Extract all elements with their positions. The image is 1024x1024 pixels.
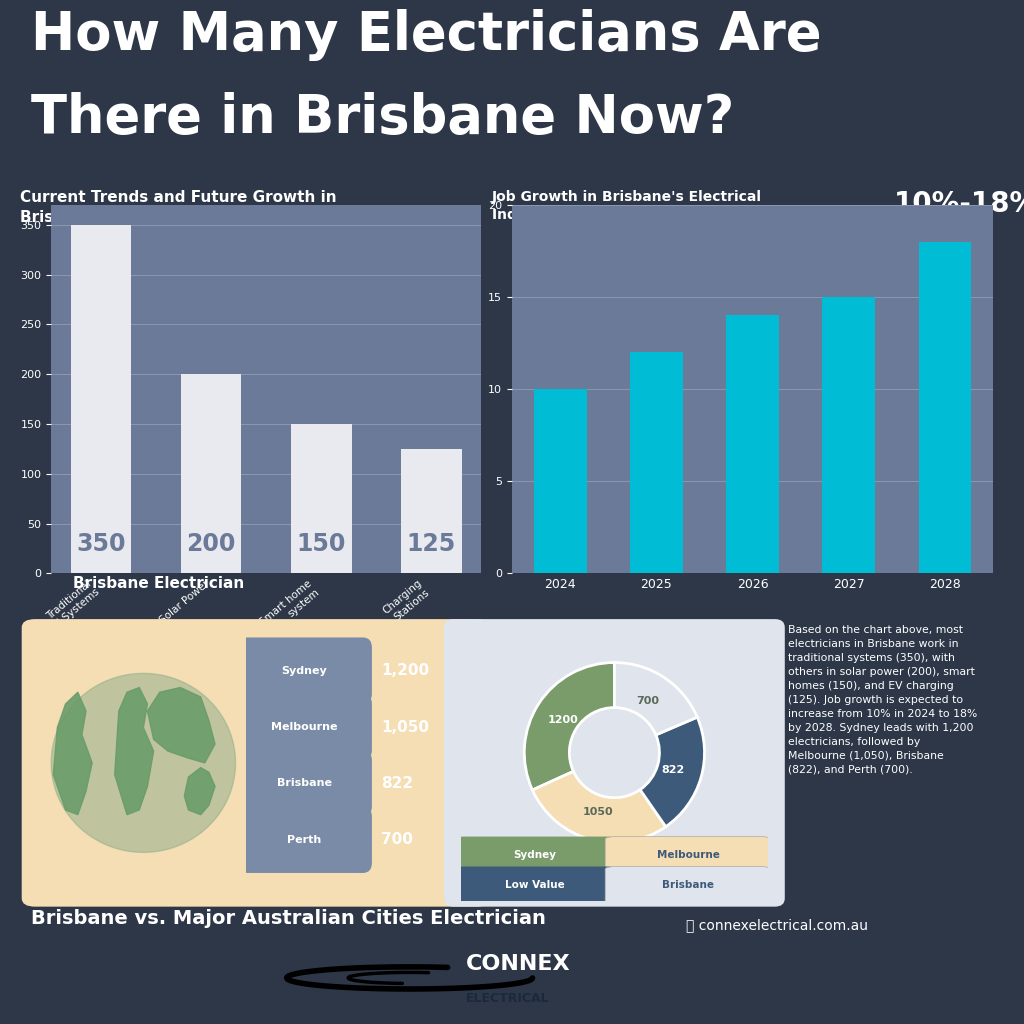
- Polygon shape: [147, 687, 215, 763]
- Text: Perth: Perth: [287, 835, 322, 845]
- Text: Brisbane Electrician: Brisbane Electrician: [73, 577, 244, 591]
- Text: ⌖ connexelectrical.com.au: ⌖ connexelectrical.com.au: [686, 919, 868, 933]
- Text: Sydney: Sydney: [282, 666, 328, 676]
- FancyBboxPatch shape: [237, 750, 372, 817]
- Bar: [534, 389, 587, 573]
- Text: 125: 125: [407, 531, 456, 555]
- Wedge shape: [532, 771, 666, 843]
- FancyBboxPatch shape: [452, 837, 617, 873]
- FancyBboxPatch shape: [605, 866, 771, 904]
- Text: 150: 150: [297, 531, 346, 555]
- Bar: [71, 224, 131, 573]
- Text: 1,050: 1,050: [381, 720, 429, 734]
- Text: Brisbane vs. Major Australian Cities Electrician: Brisbane vs. Major Australian Cities Ele…: [31, 909, 546, 929]
- Text: Brisbane: Brisbane: [276, 778, 332, 788]
- FancyBboxPatch shape: [237, 694, 372, 760]
- Text: 822: 822: [381, 776, 413, 791]
- Text: ELECTRICAL: ELECTRICAL: [466, 991, 550, 1005]
- FancyBboxPatch shape: [22, 620, 490, 906]
- Text: 700: 700: [637, 696, 659, 707]
- Text: 1200: 1200: [548, 715, 579, 725]
- Text: How Many Electricians Are: How Many Electricians Are: [31, 9, 821, 61]
- FancyBboxPatch shape: [237, 637, 372, 705]
- Text: 700: 700: [381, 833, 413, 847]
- Text: Sydney: Sydney: [513, 850, 556, 860]
- Text: Based on the chart above, most
electricians in Brisbane work in
traditional syst: Based on the chart above, most electrici…: [788, 625, 978, 774]
- Bar: [181, 374, 242, 573]
- Text: CONNEX: CONNEX: [466, 954, 570, 974]
- Polygon shape: [115, 687, 154, 815]
- Text: Low Value: Low Value: [505, 881, 564, 890]
- Wedge shape: [640, 717, 705, 826]
- Text: 1050: 1050: [583, 807, 613, 817]
- Text: 822: 822: [662, 765, 685, 774]
- Bar: [630, 352, 683, 573]
- Bar: [401, 449, 462, 573]
- Text: 1,200: 1,200: [381, 664, 429, 678]
- Text: Melbourne: Melbourne: [271, 722, 338, 732]
- Polygon shape: [53, 692, 92, 815]
- Text: There in Brisbane Now?: There in Brisbane Now?: [31, 92, 734, 144]
- Text: 200: 200: [186, 531, 236, 555]
- Bar: [291, 424, 351, 573]
- FancyBboxPatch shape: [605, 837, 771, 873]
- Wedge shape: [524, 663, 614, 791]
- Bar: [822, 297, 876, 573]
- Text: 10%-18%: 10%-18%: [894, 190, 1024, 218]
- Bar: [726, 315, 779, 573]
- Text: Melbourne: Melbourne: [656, 850, 720, 860]
- FancyBboxPatch shape: [237, 807, 372, 872]
- Bar: [919, 242, 972, 573]
- FancyBboxPatch shape: [444, 620, 784, 906]
- Polygon shape: [184, 768, 215, 815]
- Text: Job Growth in Brisbane's Electrical
Industry (2024-2028): Job Growth in Brisbane's Electrical Indu…: [493, 190, 762, 222]
- Text: Current Trends and Future Growth in
Brisbane's Electrical Industry: Current Trends and Future Growth in Bris…: [19, 190, 336, 224]
- Text: 350: 350: [76, 531, 126, 555]
- Wedge shape: [614, 663, 697, 735]
- Polygon shape: [51, 674, 236, 852]
- Text: Brisbane: Brisbane: [663, 881, 714, 890]
- FancyBboxPatch shape: [452, 866, 617, 904]
